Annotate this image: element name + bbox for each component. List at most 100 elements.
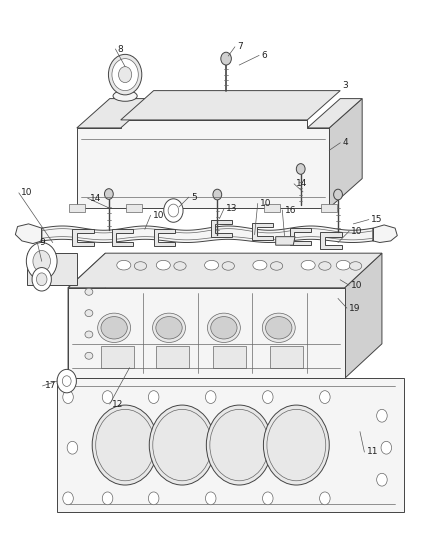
Circle shape (33, 251, 50, 272)
Text: 15: 15 (370, 215, 381, 224)
Text: 5: 5 (191, 193, 196, 201)
Text: 12: 12 (112, 400, 123, 408)
Circle shape (108, 54, 141, 95)
Text: 9: 9 (39, 238, 45, 247)
Text: 10: 10 (152, 211, 164, 220)
Circle shape (102, 492, 113, 505)
Polygon shape (289, 228, 310, 245)
Circle shape (26, 243, 57, 280)
Polygon shape (212, 346, 245, 368)
Text: 8: 8 (117, 45, 123, 53)
Ellipse shape (85, 288, 93, 295)
Circle shape (92, 405, 158, 485)
Polygon shape (321, 204, 336, 212)
Circle shape (149, 405, 215, 485)
Circle shape (380, 441, 391, 454)
Circle shape (263, 405, 328, 485)
Polygon shape (69, 204, 85, 212)
Ellipse shape (300, 260, 314, 270)
Circle shape (32, 268, 51, 291)
Text: 3: 3 (342, 81, 347, 90)
Circle shape (206, 405, 272, 485)
Circle shape (63, 391, 73, 403)
Polygon shape (120, 91, 339, 120)
Polygon shape (27, 253, 77, 285)
Circle shape (148, 391, 159, 403)
Text: 17: 17 (45, 382, 56, 390)
Circle shape (168, 204, 178, 217)
Ellipse shape (134, 262, 146, 270)
Polygon shape (264, 204, 279, 212)
Circle shape (205, 492, 215, 505)
Text: 10: 10 (350, 281, 362, 289)
Circle shape (152, 409, 211, 481)
Text: 10: 10 (259, 199, 271, 208)
Polygon shape (344, 253, 381, 378)
Text: 10: 10 (350, 227, 362, 236)
Ellipse shape (222, 262, 234, 270)
Polygon shape (77, 120, 328, 208)
Text: 7: 7 (237, 43, 242, 51)
Polygon shape (77, 99, 153, 128)
Text: 19: 19 (348, 304, 360, 312)
Text: 16: 16 (284, 206, 295, 214)
Polygon shape (112, 229, 133, 246)
Circle shape (296, 164, 304, 174)
Circle shape (205, 391, 215, 403)
Ellipse shape (270, 262, 282, 270)
Polygon shape (57, 378, 403, 512)
Polygon shape (252, 223, 273, 240)
Ellipse shape (210, 317, 237, 339)
Circle shape (209, 409, 268, 481)
Ellipse shape (349, 262, 361, 270)
Circle shape (67, 441, 78, 454)
Text: 4: 4 (342, 139, 347, 147)
Circle shape (163, 199, 183, 222)
Text: 6: 6 (261, 51, 266, 60)
Text: 11: 11 (366, 448, 377, 456)
Circle shape (36, 273, 47, 286)
Ellipse shape (97, 313, 131, 342)
Ellipse shape (207, 313, 240, 342)
Polygon shape (72, 229, 93, 246)
Circle shape (220, 52, 231, 65)
Ellipse shape (101, 317, 127, 339)
Polygon shape (101, 346, 134, 368)
Circle shape (376, 473, 386, 486)
Ellipse shape (252, 260, 266, 270)
Polygon shape (275, 237, 294, 245)
Circle shape (148, 492, 159, 505)
Circle shape (333, 189, 342, 200)
Circle shape (262, 391, 272, 403)
Ellipse shape (204, 260, 218, 270)
Polygon shape (15, 224, 396, 244)
Polygon shape (68, 253, 381, 288)
Ellipse shape (156, 260, 170, 270)
Ellipse shape (85, 352, 93, 359)
Text: 14: 14 (90, 194, 101, 203)
Circle shape (266, 409, 325, 481)
Circle shape (62, 376, 71, 386)
Polygon shape (210, 220, 231, 237)
Ellipse shape (85, 331, 93, 338)
Ellipse shape (173, 262, 186, 270)
Circle shape (57, 369, 76, 393)
Circle shape (95, 409, 154, 481)
Polygon shape (68, 288, 344, 378)
Polygon shape (328, 99, 361, 208)
Ellipse shape (262, 313, 294, 342)
Ellipse shape (336, 260, 350, 270)
Circle shape (376, 409, 386, 422)
Ellipse shape (113, 91, 137, 101)
Ellipse shape (318, 262, 330, 270)
Text: 14: 14 (296, 180, 307, 188)
Circle shape (102, 391, 113, 403)
Polygon shape (155, 346, 188, 368)
Circle shape (319, 391, 329, 403)
Polygon shape (269, 346, 302, 368)
Text: 10: 10 (21, 189, 32, 197)
Polygon shape (153, 229, 174, 246)
Circle shape (212, 189, 221, 200)
Ellipse shape (117, 260, 131, 270)
Circle shape (118, 67, 131, 83)
